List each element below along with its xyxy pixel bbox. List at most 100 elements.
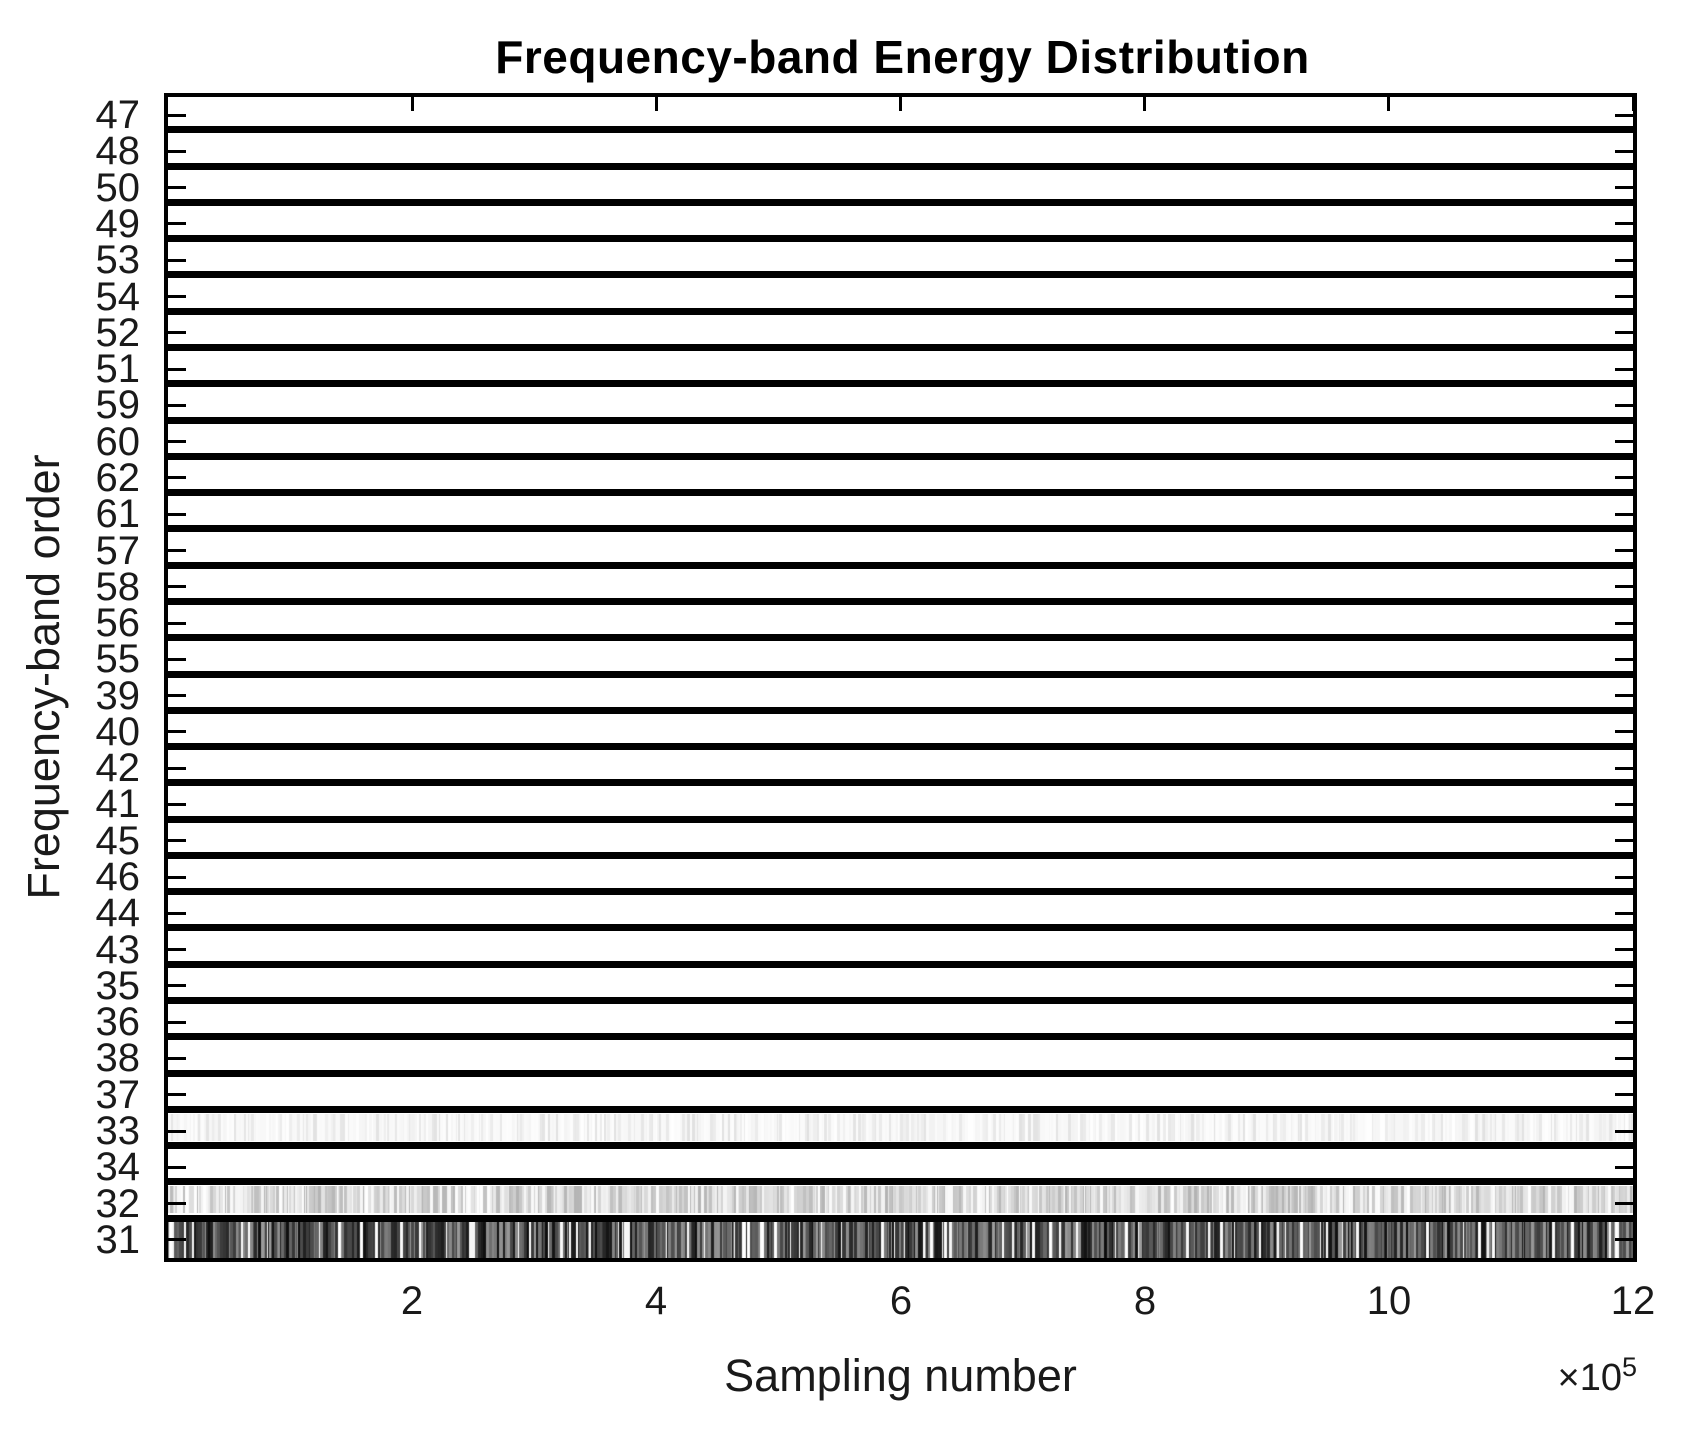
y-tick-left-56: [168, 622, 186, 625]
x-tick-top-6: [899, 97, 902, 111]
x-tick-label-12: 12: [1610, 1279, 1656, 1323]
y-tick-label-49: 49: [95, 202, 141, 246]
y-tick-label-35: 35: [95, 964, 141, 1008]
y-tick-left-39: [168, 694, 186, 697]
y-tick-label-40: 40: [95, 710, 141, 754]
y-tick-right-43: [1615, 948, 1633, 951]
band-baseline-37: [168, 1106, 1633, 1113]
y-tick-label-62: 62: [95, 456, 141, 500]
y-tick-right-58: [1615, 585, 1633, 588]
y-tick-label-51: 51: [95, 347, 141, 391]
y-tick-right-44: [1615, 912, 1633, 915]
y-tick-right-46: [1615, 876, 1633, 879]
band-baseline-58: [168, 598, 1633, 605]
band-baseline-59: [168, 417, 1633, 424]
band-baseline-51: [168, 380, 1633, 387]
y-tick-label-59: 59: [95, 383, 141, 427]
y-tick-right-59: [1615, 404, 1633, 407]
y-tick-label-48: 48: [95, 129, 141, 173]
y-tick-left-32: [168, 1202, 186, 1205]
y-tick-label-56: 56: [95, 601, 141, 645]
y-tick-left-44: [168, 912, 186, 915]
y-tick-label-38: 38: [95, 1036, 141, 1080]
band-baseline-32: [168, 1215, 1633, 1222]
band-baseline-47: [168, 126, 1633, 133]
y-tick-right-42: [1615, 767, 1633, 770]
x-tick-top-4: [655, 97, 658, 111]
band-baseline-56: [168, 634, 1633, 641]
y-tick-right-52: [1615, 331, 1633, 334]
y-tick-left-31: [168, 1238, 186, 1241]
y-tick-right-45: [1615, 839, 1633, 842]
band-baseline-41: [168, 816, 1633, 823]
y-tick-right-39: [1615, 694, 1633, 697]
y-tick-right-47: [1615, 114, 1633, 117]
y-tick-label-54: 54: [95, 275, 141, 319]
y-tick-label-58: 58: [95, 565, 141, 609]
y-tick-label-32: 32: [95, 1182, 141, 1226]
y-tick-left-35: [168, 984, 186, 987]
y-tick-right-60: [1615, 440, 1633, 443]
y-tick-right-48: [1615, 150, 1633, 153]
y-tick-label-60: 60: [95, 420, 141, 464]
band-texture-33: [168, 1114, 1633, 1141]
y-tick-label-41: 41: [95, 782, 141, 826]
band-baseline-38: [168, 1070, 1633, 1077]
x-tick-top-10: [1387, 97, 1390, 111]
band-baseline-50: [168, 199, 1633, 206]
y-tick-left-37: [168, 1093, 186, 1096]
y-tick-label-61: 61: [95, 492, 141, 536]
band-baseline-34: [168, 1178, 1633, 1185]
y-tick-label-47: 47: [95, 93, 141, 137]
y-tick-label-36: 36: [95, 1000, 141, 1044]
y-tick-label-42: 42: [95, 746, 141, 790]
band-baseline-57: [168, 562, 1633, 569]
x-multiplier-exponent: 5: [1621, 1352, 1637, 1382]
band-baseline-55: [168, 671, 1633, 678]
y-tick-right-36: [1615, 1021, 1633, 1024]
y-tick-right-40: [1615, 730, 1633, 733]
band-baseline-60: [168, 453, 1633, 460]
band-baseline-36: [168, 1033, 1633, 1040]
band-baseline-33: [168, 1142, 1633, 1149]
y-tick-left-55: [168, 658, 186, 661]
x-multiplier-base: ×10: [1557, 1357, 1622, 1399]
y-tick-left-46: [168, 876, 186, 879]
x-tick-label-8: 8: [1133, 1279, 1157, 1323]
y-tick-left-34: [168, 1166, 186, 1169]
band-baseline-44: [168, 924, 1633, 931]
y-tick-left-60: [168, 440, 186, 443]
y-tick-label-57: 57: [95, 529, 141, 573]
band-baseline-61: [168, 525, 1633, 532]
y-tick-right-37: [1615, 1093, 1633, 1096]
x-tick-label-4: 4: [644, 1279, 668, 1323]
y-tick-left-58: [168, 585, 186, 588]
y-tick-label-46: 46: [95, 855, 141, 899]
y-tick-left-51: [168, 368, 186, 371]
y-tick-right-32: [1615, 1202, 1633, 1205]
band-baseline-62: [168, 489, 1633, 496]
y-tick-left-45: [168, 839, 186, 842]
y-tick-left-36: [168, 1021, 186, 1024]
x-tick-label-10: 10: [1366, 1279, 1412, 1323]
y-tick-label-37: 37: [95, 1073, 141, 1117]
y-tick-left-59: [168, 404, 186, 407]
y-tick-label-39: 39: [95, 674, 141, 718]
y-tick-right-54: [1615, 295, 1633, 298]
y-tick-label-50: 50: [95, 166, 141, 210]
y-tick-left-38: [168, 1057, 186, 1060]
band-baseline-42: [168, 779, 1633, 786]
x-tick-top-12: [1632, 97, 1635, 111]
y-tick-right-33: [1615, 1130, 1633, 1133]
y-tick-right-34: [1615, 1166, 1633, 1169]
x-tick-label-6: 6: [889, 1279, 913, 1323]
y-tick-left-47: [168, 114, 186, 117]
y-tick-right-51: [1615, 368, 1633, 371]
y-tick-left-62: [168, 476, 186, 479]
y-tick-label-44: 44: [95, 891, 141, 935]
y-tick-label-55: 55: [95, 637, 141, 681]
band-baseline-52: [168, 344, 1633, 351]
x-axis-label: Sampling number: [724, 1350, 1077, 1401]
y-tick-right-57: [1615, 549, 1633, 552]
y-tick-left-43: [168, 948, 186, 951]
